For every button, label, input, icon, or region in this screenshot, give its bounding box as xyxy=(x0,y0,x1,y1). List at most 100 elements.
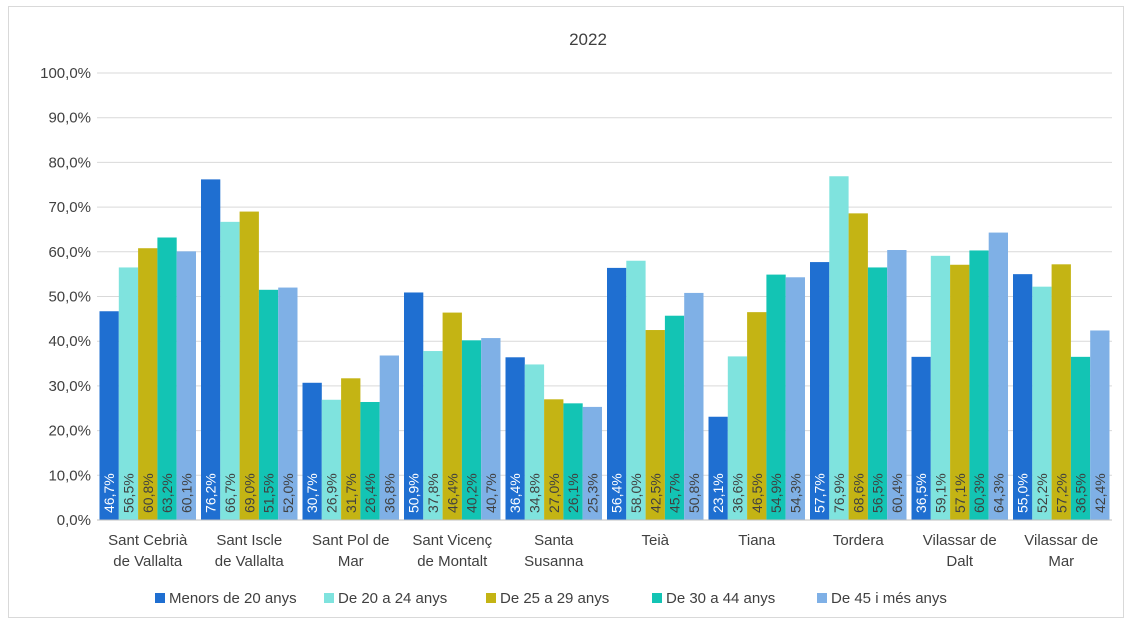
data-label: 69,0% xyxy=(241,473,257,513)
x-tick-label: Mar xyxy=(338,553,364,570)
bar xyxy=(176,251,196,520)
legend: Menors de 20 anys De 20 a 24 anys De 25 a … xyxy=(155,590,947,607)
bar xyxy=(360,401,380,520)
data-label: 46,7% xyxy=(101,473,117,513)
data-label: 25,3% xyxy=(584,473,600,513)
data-label: 57,1% xyxy=(952,473,968,513)
bar xyxy=(988,232,1008,521)
bar xyxy=(785,277,805,520)
data-label: 45,7% xyxy=(667,473,683,513)
data-label: 76,2% xyxy=(203,473,219,513)
data-label: 51,5% xyxy=(261,473,277,513)
data-label: 55,0% xyxy=(1015,473,1031,513)
bar xyxy=(607,267,627,520)
bar xyxy=(727,356,748,520)
y-tick-label: 0,0% xyxy=(57,512,91,529)
data-labels: 46,7% 56,5% 60,8% 63,2% 60,1% 76,2% 66,7% 69,0%… xyxy=(101,473,1108,513)
data-label: 54,9% xyxy=(768,473,784,513)
data-label: 37,8% xyxy=(425,473,441,513)
bar xyxy=(1032,286,1052,520)
x-tick-label: de Vallalta xyxy=(215,553,285,570)
bar xyxy=(321,399,342,520)
bar xyxy=(1051,264,1071,520)
bar xyxy=(258,289,279,520)
x-tick-label: Tordera xyxy=(833,532,885,549)
bar xyxy=(505,357,525,520)
x-tick-label: Sant Iscle xyxy=(216,532,282,549)
data-label: 54,3% xyxy=(787,473,803,513)
data-label: 52,0% xyxy=(280,473,296,513)
bars xyxy=(99,176,1110,521)
bar xyxy=(1090,330,1110,520)
bar xyxy=(423,351,443,520)
y-tick-label: 50,0% xyxy=(48,289,91,306)
bar xyxy=(848,213,868,520)
data-label: 36,4% xyxy=(507,473,523,513)
data-label: 76,9% xyxy=(831,473,847,513)
data-label: 58,0% xyxy=(628,473,644,513)
x-tick-label: Vilassar de xyxy=(923,532,997,549)
x-tick-label: Sant Vicenç xyxy=(412,532,492,549)
legend-swatch xyxy=(817,593,827,603)
bar xyxy=(563,403,583,520)
x-tick-label: de Vallalta xyxy=(113,553,183,570)
bar xyxy=(157,237,177,520)
data-label: 60,1% xyxy=(178,473,194,513)
bar xyxy=(278,287,298,520)
data-label: 59,1% xyxy=(932,473,948,513)
bar xyxy=(911,356,931,520)
x-tick-label: Mar xyxy=(1048,553,1074,570)
bar xyxy=(582,406,602,520)
data-label: 46,4% xyxy=(444,473,460,513)
bar xyxy=(481,338,501,520)
y-axis: 0,0% 10,0% 20,0% 30,0% 40,0% 50,0% 60,0% 70,0% 8… xyxy=(40,65,91,529)
bar xyxy=(950,264,970,520)
x-tick-label: Teià xyxy=(641,532,669,549)
y-tick-label: 30,0% xyxy=(48,378,91,395)
bar xyxy=(239,211,259,520)
data-label: 50,8% xyxy=(686,473,702,513)
bar xyxy=(664,315,685,520)
data-label: 30,7% xyxy=(304,473,320,513)
legend-swatch xyxy=(324,593,334,603)
data-label: 57,2% xyxy=(1053,473,1069,513)
data-label: 56,5% xyxy=(120,473,136,513)
bar xyxy=(524,364,545,520)
y-tick-label: 20,0% xyxy=(48,423,91,440)
bar xyxy=(626,260,646,520)
bar xyxy=(766,274,786,520)
data-label: 60,4% xyxy=(889,473,905,513)
data-label: 42,4% xyxy=(1092,473,1108,513)
bar xyxy=(829,176,849,520)
data-label: 57,7% xyxy=(812,473,828,513)
data-label: 42,5% xyxy=(647,473,663,513)
bar xyxy=(810,262,830,520)
data-label: 34,8% xyxy=(526,473,542,513)
bar xyxy=(867,267,888,520)
data-label: 46,5% xyxy=(749,473,765,513)
data-label: 63,2% xyxy=(159,473,175,513)
x-axis: Sant Cebrià de Vallalta Sant Iscle de Valla… xyxy=(97,519,1112,570)
y-tick-label: 70,0% xyxy=(48,199,91,216)
bar xyxy=(404,292,424,520)
data-label: 56,4% xyxy=(609,473,625,513)
data-label: 36,6% xyxy=(729,473,745,513)
data-label: 66,7% xyxy=(222,473,238,513)
data-label: 27,0% xyxy=(546,473,562,513)
legend-label: De 25 a 29 anys xyxy=(500,590,609,607)
data-label: 60,3% xyxy=(971,473,987,513)
bar xyxy=(684,292,704,520)
legend-swatch xyxy=(652,593,662,603)
data-label: 36,5% xyxy=(913,473,929,513)
bar xyxy=(201,179,221,521)
data-label: 40,2% xyxy=(464,473,480,513)
y-tick-label: 10,0% xyxy=(48,467,91,484)
x-tick-label: Susanna xyxy=(524,553,584,570)
y-tick-label: 100,0% xyxy=(40,65,91,82)
data-label: 36,5% xyxy=(1073,473,1089,513)
legend-label: De 20 a 24 anys xyxy=(338,590,447,607)
bar xyxy=(442,312,462,520)
chart-title: 2022 xyxy=(569,30,607,49)
bar xyxy=(341,378,361,520)
data-label: 50,9% xyxy=(406,473,422,513)
